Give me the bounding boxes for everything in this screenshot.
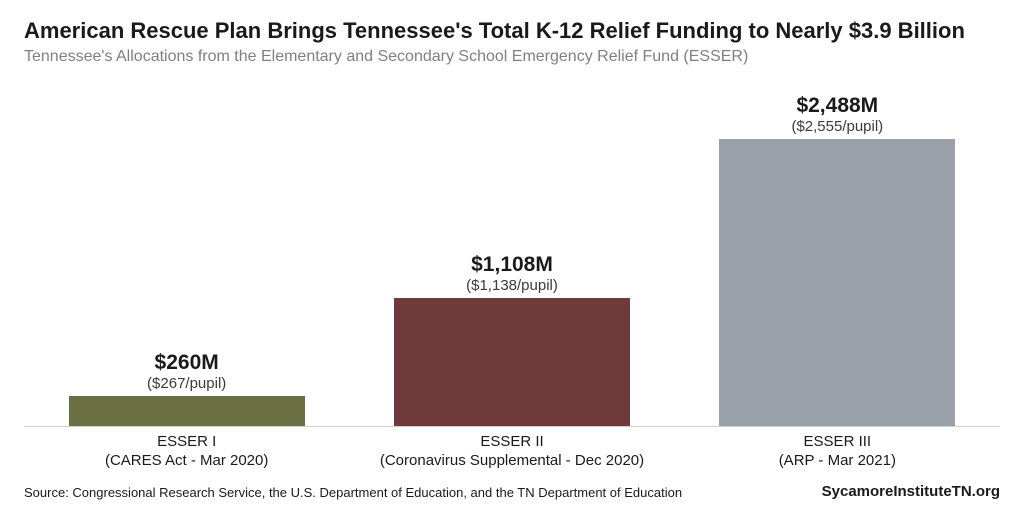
footer: Source: Congressional Research Service, … (24, 483, 1000, 500)
x-label-1: ESSER II (Coronavirus Supplemental - Dec… (351, 429, 673, 477)
chart-container: American Rescue Plan Brings Tennessee's … (0, 0, 1024, 512)
x-axis: ESSER I (CARES Act - Mar 2020) ESSER II … (24, 429, 1000, 477)
bar-group-2: $2,488M ($2,555/pupil) (676, 94, 998, 426)
x-label-2-line2: (ARP - Mar 2021) (676, 452, 998, 471)
chart-title: American Rescue Plan Brings Tennessee's … (24, 18, 1000, 44)
bar-value-1: $1,108M (466, 253, 558, 277)
x-label-0-line1: ESSER I (26, 433, 348, 452)
bar-group-0: $260M ($267/pupil) (26, 351, 348, 426)
source-text: Source: Congressional Research Service, … (24, 485, 682, 500)
bar-label-2: $2,488M ($2,555/pupil) (791, 94, 883, 135)
bar-value-0: $260M (147, 351, 226, 375)
bar-label-0: $260M ($267/pupil) (147, 351, 226, 392)
x-label-1-line1: ESSER II (351, 433, 673, 452)
x-label-1-line2: (Coronavirus Supplemental - Dec 2020) (351, 452, 673, 471)
x-label-0: ESSER I (CARES Act - Mar 2020) (26, 429, 348, 477)
bar-label-1: $1,108M ($1,138/pupil) (466, 253, 558, 294)
bar-1 (394, 298, 630, 426)
plot-region: $260M ($267/pupil) $1,108M ($1,138/pupil… (24, 74, 1000, 427)
bar-subvalue-1: ($1,138/pupil) (466, 277, 558, 294)
bar-group-1: $1,108M ($1,138/pupil) (351, 253, 673, 426)
chart-subtitle: Tennessee's Allocations from the Element… (24, 48, 1000, 66)
x-label-2: ESSER III (ARP - Mar 2021) (676, 429, 998, 477)
chart-area: $260M ($267/pupil) $1,108M ($1,138/pupil… (24, 74, 1000, 477)
bar-subvalue-2: ($2,555/pupil) (791, 118, 883, 135)
brand-text: SycamoreInstituteTN.org (822, 483, 1000, 500)
x-label-0-line2: (CARES Act - Mar 2020) (26, 452, 348, 471)
bar-subvalue-0: ($267/pupil) (147, 375, 226, 392)
bar-2 (719, 139, 955, 426)
bar-0 (69, 396, 305, 426)
bar-value-2: $2,488M (791, 94, 883, 118)
x-label-2-line1: ESSER III (676, 433, 998, 452)
